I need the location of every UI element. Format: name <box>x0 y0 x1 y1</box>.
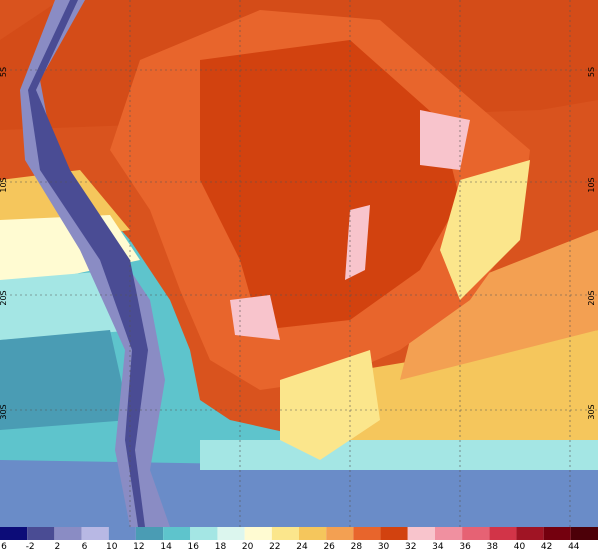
legend-label: 32 <box>405 542 416 551</box>
legend-label: 30 <box>378 542 390 551</box>
lat-label: 5S <box>587 67 596 77</box>
lat-label: 30S <box>0 404 8 419</box>
lat-label: 10S <box>0 177 8 192</box>
coast-mild <box>440 160 530 300</box>
legend-label: 14 <box>160 542 172 551</box>
legend-swatch <box>407 527 435 540</box>
legend-label: 26 <box>323 542 335 551</box>
legend-label: 42 <box>541 542 552 551</box>
legend-label: 18 <box>215 542 227 551</box>
cool-atlantic <box>200 440 598 470</box>
legend-swatch <box>380 527 408 540</box>
legend-swatch <box>27 527 55 540</box>
lat-label: 20S <box>587 290 596 305</box>
lat-label: 30S <box>587 404 596 419</box>
legend-swatch <box>217 527 245 540</box>
legend-label: 10 <box>106 542 118 551</box>
legend-label: 36 <box>459 542 471 551</box>
legend-label: -2 <box>26 542 35 551</box>
cold-band <box>0 460 598 527</box>
legend-swatch <box>516 527 544 540</box>
legend: 6 -2 2 6 10 12 14 16 18 20 22 24 26 28 30 32 34 36 38 40 42 4… <box>0 527 598 552</box>
lat-label: 20S <box>0 290 8 305</box>
hot-spot <box>230 295 280 340</box>
legend-label: 28 <box>351 542 363 551</box>
legend-swatch <box>489 527 517 540</box>
legend-swatch <box>271 527 299 540</box>
legend-swatch <box>299 527 327 540</box>
south-mild <box>280 350 380 460</box>
atlantic-orange <box>400 230 598 380</box>
legend-swatch <box>244 527 272 540</box>
legend-swatch <box>543 527 571 540</box>
legend-label: 40 <box>514 542 526 551</box>
lat-labels: 5S 10S 20S 30S 5S 10S 20S 30S <box>0 67 596 420</box>
lat-label: 5S <box>0 67 8 77</box>
hot-spot <box>345 205 370 280</box>
legend-swatch <box>190 527 218 540</box>
legend-label: 6 <box>1 542 7 551</box>
legend-label: 34 <box>432 542 444 551</box>
legend-swatch <box>326 527 354 540</box>
legend-swatch <box>434 527 463 540</box>
legend-swatch <box>108 527 136 540</box>
land-hot <box>200 40 460 330</box>
legend-swatch <box>135 527 164 540</box>
legend-label: 38 <box>487 542 499 551</box>
legend-label: 20 <box>242 542 254 551</box>
legend-swatch <box>81 527 109 540</box>
andes-peak <box>28 0 148 527</box>
legend-label: 44 <box>568 542 580 551</box>
teal-band <box>0 330 130 430</box>
legend-swatch <box>570 527 598 540</box>
legend-label: 16 <box>188 542 200 551</box>
legend-swatch <box>462 527 490 540</box>
legend-swatch <box>163 527 191 540</box>
legend-swatch <box>54 527 82 540</box>
legend-label: 22 <box>269 542 280 551</box>
legend-label: 24 <box>296 542 308 551</box>
legend-swatch <box>353 527 381 540</box>
legend-label: 12 <box>133 542 144 551</box>
lat-label: 10S <box>587 177 596 192</box>
legend-label: 6 <box>82 542 88 551</box>
legend-swatch <box>0 527 28 540</box>
legend-label: 2 <box>54 542 60 551</box>
hot-spot <box>420 110 470 170</box>
